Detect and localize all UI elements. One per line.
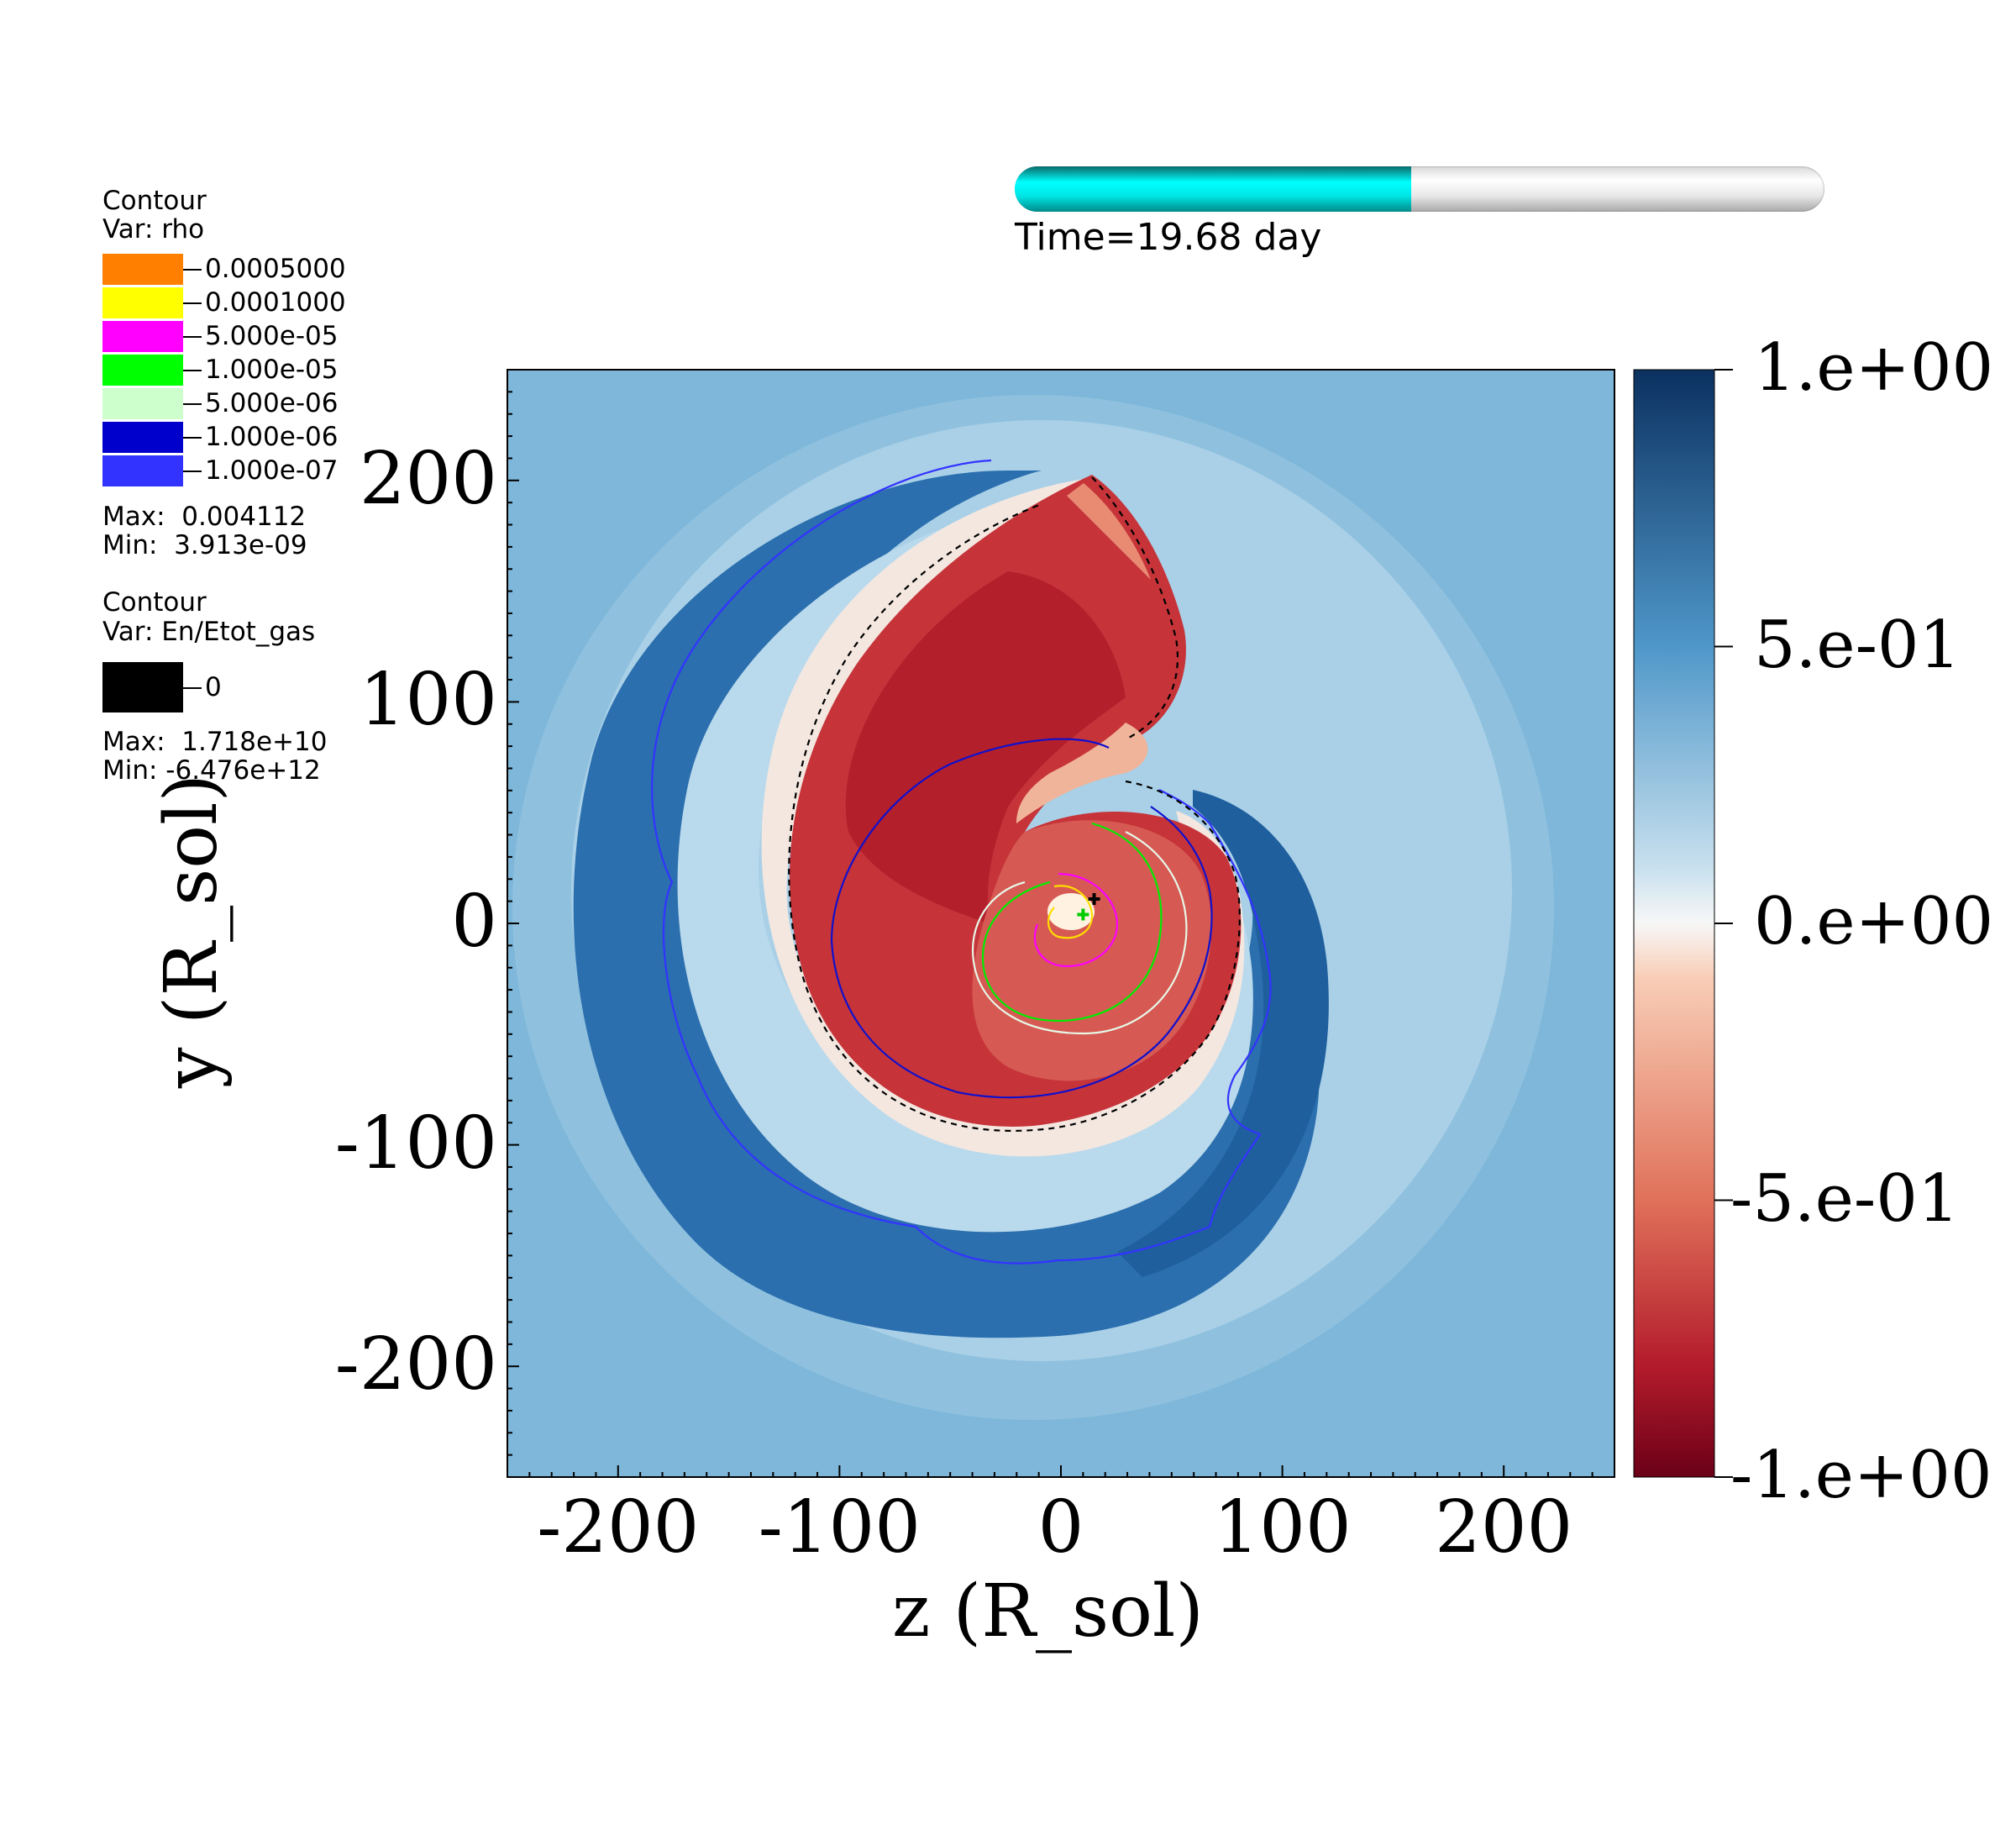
legend-rho-min: Min: 3.913e-09 <box>102 530 307 560</box>
center-markers <box>1077 893 1100 921</box>
legend-rho-title: Contour <box>102 186 207 216</box>
x-tick-label: 100 <box>1213 1485 1352 1569</box>
rho-entry-label: 0.0001000 <box>205 287 346 318</box>
x-tick-label: 0 <box>1037 1485 1084 1569</box>
time-progress-fill <box>1015 166 1412 212</box>
time-progress-bar <box>1015 166 1824 212</box>
energy-swatch <box>102 662 183 712</box>
contour-rho-5e-05 <box>1033 872 1119 968</box>
y-tick-label: 0 <box>451 880 497 964</box>
rho-swatch-tick <box>183 370 202 371</box>
heatmap-core-deep <box>845 571 1126 924</box>
contour-rho-1e-06 <box>830 738 1213 1099</box>
legend-energy-title: Contour <box>102 587 207 618</box>
energy-swatch-tick <box>183 687 202 689</box>
contour-rho-1e-07 <box>651 459 1272 1265</box>
rho-entry-label: 5.000e-06 <box>205 388 339 418</box>
rho-swatch <box>102 422 183 453</box>
legend-energy-var: Var: En/Etot_gas <box>102 617 316 647</box>
y-tick-label: 200 <box>359 436 497 521</box>
rho-entry-label: 1.000e-05 <box>205 355 339 385</box>
rho-entry-label: 5.000e-05 <box>205 321 339 351</box>
heatmap-outer-ring-right <box>1117 790 1329 1277</box>
colorbar-tick-label: 1.e+00 <box>1754 330 1994 407</box>
colorbar-ticks <box>1714 369 1733 1478</box>
legend-rho-max: Max: 0.004112 <box>102 502 307 532</box>
contour-rho-5e-06 <box>972 831 1188 1035</box>
heatmap-inner-band <box>677 504 1253 1233</box>
colorbar <box>1633 369 1715 1478</box>
energy-entry-label: 0 <box>205 672 222 702</box>
rho-swatch-tick <box>183 302 202 304</box>
legend-rho-var: Var: rho <box>102 214 205 244</box>
rho-swatch-tick <box>183 471 202 472</box>
y-axis-ticks <box>507 369 519 1478</box>
rho-swatch-tick <box>183 437 202 439</box>
colorbar-tick-label: -5.e-01 <box>1730 1160 1960 1237</box>
heatmap-spur <box>1016 723 1148 823</box>
colorbar-tick-label: 5.e-01 <box>1754 607 1961 683</box>
heatmap-outer-tail <box>1067 483 1151 580</box>
rho-swatch <box>102 355 183 386</box>
rho-swatch-tick <box>183 336 202 338</box>
rho-swatch <box>102 321 183 352</box>
y-tick-label: -100 <box>334 1101 497 1186</box>
heatmap-inner-arc <box>972 820 1212 1081</box>
contour-rho-1e-05 <box>981 822 1163 1023</box>
marker-black-cross <box>1088 893 1100 905</box>
heatmap-center-hot <box>1047 893 1095 930</box>
contour-rho-1e-04 <box>1047 885 1094 939</box>
colorbar-tick-label: 0.e+00 <box>1754 884 1994 960</box>
rho-swatch <box>102 254 183 285</box>
time-label: Time=19.68 day <box>1015 216 1322 259</box>
x-tick-label: 200 <box>1435 1485 1573 1569</box>
y-tick-label: -200 <box>334 1322 497 1407</box>
rho-entry-label: 1.000e-07 <box>205 455 339 486</box>
rho-swatch <box>102 388 183 419</box>
rho-swatch-tick <box>183 403 202 405</box>
rho-swatch-tick <box>183 269 202 271</box>
y-axis-title: y (R_sol) <box>150 773 234 1089</box>
rho-entry-label: 0.0005000 <box>205 254 346 284</box>
x-axis-ticks <box>507 1465 1615 1477</box>
x-tick-label: -100 <box>758 1485 921 1569</box>
marker-green-cross <box>1077 908 1089 921</box>
rho-entry-label: 1.000e-06 <box>205 422 339 452</box>
heatmap-field <box>507 370 1614 1477</box>
contour-lines <box>651 459 1272 1265</box>
colorbar-tick-label: -1.e+00 <box>1730 1438 1992 1514</box>
y-tick-label: 100 <box>359 658 497 743</box>
contour-en-zero <box>788 476 1241 1132</box>
x-tick-label: -200 <box>537 1485 700 1569</box>
rho-swatch <box>102 287 183 318</box>
legend-energy-min: Min: -6.476e+12 <box>102 755 321 786</box>
rho-swatch <box>102 455 183 486</box>
legend-energy-max: Max: 1.718e+10 <box>102 727 328 757</box>
x-axis-title: z (R_sol) <box>892 1569 1204 1654</box>
